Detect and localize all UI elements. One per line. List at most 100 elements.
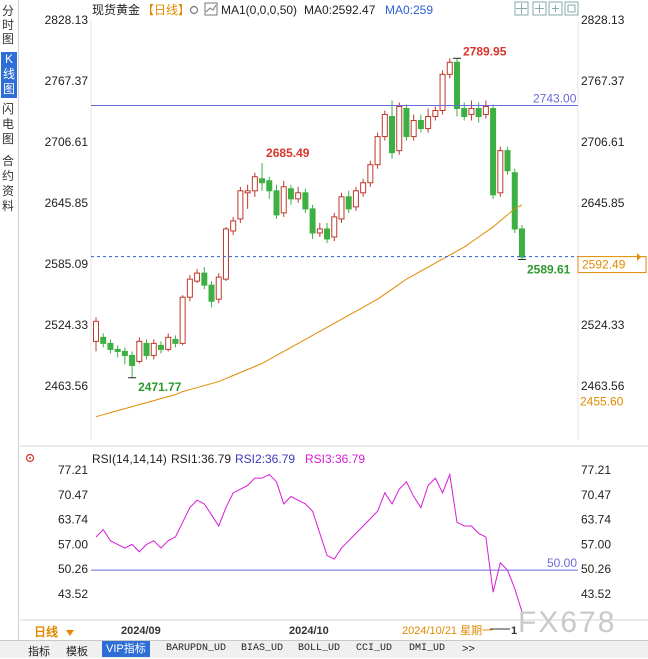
rsi1-legend: RSI1:36.79 (171, 452, 231, 466)
candle[interactable] (136, 337, 143, 364)
candle[interactable] (389, 100, 396, 159)
candle[interactable] (439, 70, 446, 115)
candle-body (208, 284, 215, 302)
candle[interactable] (417, 114, 424, 133)
vip-indicator-button[interactable]: VIP指标 (102, 641, 150, 657)
candle[interactable] (237, 186, 244, 223)
ma-line (95, 204, 523, 418)
grid-icon[interactable] (514, 1, 529, 16)
candle[interactable] (251, 172, 258, 197)
candle[interactable] (230, 216, 237, 235)
candle[interactable] (468, 100, 475, 121)
candle[interactable] (121, 347, 128, 365)
candle[interactable] (222, 226, 229, 282)
candle[interactable] (504, 146, 511, 175)
candle[interactable] (410, 114, 417, 141)
candle[interactable] (396, 102, 403, 155)
candle[interactable] (454, 58, 460, 117)
candle-body (439, 73, 446, 111)
candle[interactable] (367, 160, 374, 187)
rsi-tick-label-left: 50.26 (58, 562, 88, 576)
candle[interactable] (208, 281, 215, 308)
candle[interactable] (287, 184, 294, 205)
candle[interactable] (273, 184, 280, 219)
more-button[interactable]: >> (462, 643, 475, 655)
candle[interactable] (511, 168, 518, 233)
candle[interactable] (259, 163, 266, 191)
rsi-tick-label-left: 70.47 (58, 488, 88, 502)
period-dropdown-icon[interactable] (66, 630, 74, 636)
candle[interactable] (150, 339, 157, 360)
bias-button[interactable]: BIAS_UD (241, 643, 284, 654)
candle-body (338, 196, 345, 220)
candle[interactable] (338, 192, 345, 223)
candle[interactable] (324, 222, 331, 244)
candle[interactable] (280, 180, 287, 217)
pan-icon[interactable] (532, 1, 547, 16)
tab-kline[interactable]: K线图 (1, 52, 17, 98)
boll-button[interactable]: BOLL_UD (298, 643, 341, 654)
candle-body (454, 61, 460, 109)
rsi-tick-label-left: 57.00 (58, 537, 88, 551)
candle-body (201, 272, 208, 286)
tab-timeshare[interactable]: 分时图 (2, 4, 15, 46)
candle-body (150, 342, 157, 356)
candle[interactable] (157, 341, 164, 354)
x-label-cursor-date: 2024/10/21 星期一 (402, 624, 493, 637)
candle[interactable] (302, 188, 309, 213)
cci-button[interactable]: CCI_UD (356, 643, 393, 654)
candle-body (172, 338, 179, 344)
candle[interactable] (345, 190, 352, 213)
candle[interactable] (497, 146, 504, 197)
candle[interactable] (215, 273, 222, 304)
add-icon[interactable] (548, 1, 563, 16)
candle[interactable] (114, 345, 121, 358)
period-badge[interactable]: 日线 (34, 624, 74, 639)
dmi-button[interactable]: DMI_UD (409, 643, 446, 654)
indicator-button[interactable]: 指标 (28, 646, 50, 658)
candle[interactable] (143, 339, 150, 360)
candle-body (410, 120, 417, 138)
settings-gear-icon[interactable] (189, 5, 199, 15)
barupdn-button[interactable]: BARUPDN_UD (166, 643, 227, 654)
candle[interactable] (482, 100, 489, 119)
candle[interactable] (352, 186, 359, 211)
candle[interactable] (266, 176, 273, 199)
period-badge-text[interactable]: 日线 (34, 624, 58, 639)
candle[interactable] (172, 335, 179, 348)
candle[interactable] (107, 339, 114, 354)
candle[interactable] (201, 267, 208, 290)
ma-toggle-icon[interactable] (204, 2, 218, 16)
candle[interactable] (374, 132, 381, 169)
candle[interactable] (432, 106, 439, 121)
candle[interactable] (194, 269, 201, 284)
candle[interactable] (490, 104, 497, 199)
fullscreen-icon[interactable] (564, 1, 579, 16)
candle[interactable] (165, 333, 172, 352)
candle[interactable] (331, 212, 338, 241)
tab-flash[interactable]: 闪电图 (2, 102, 15, 146)
candle[interactable] (179, 295, 186, 346)
candle[interactable] (425, 108, 432, 133)
tab-contract-info[interactable]: 合约资料 (2, 154, 15, 213)
candle[interactable] (244, 184, 251, 209)
candle-body (100, 336, 107, 344)
rsi-settings-gear-icon[interactable] (25, 453, 35, 463)
candle[interactable] (360, 178, 367, 197)
candle[interactable] (403, 104, 410, 141)
candle[interactable] (295, 186, 302, 203)
candle[interactable] (446, 58, 453, 79)
candle[interactable] (100, 333, 107, 348)
candle[interactable] (316, 222, 323, 237)
candle[interactable] (93, 317, 99, 352)
candle[interactable] (518, 224, 525, 260)
candle[interactable] (186, 275, 193, 302)
candle-body (331, 216, 338, 238)
candle[interactable] (129, 351, 136, 378)
candle[interactable] (381, 110, 388, 141)
period-label[interactable]: 【日线】 (142, 3, 190, 17)
price-tick-label-left: 2524.33 (45, 318, 89, 332)
template-button[interactable]: 模板 (66, 646, 88, 658)
candle[interactable] (309, 204, 316, 239)
